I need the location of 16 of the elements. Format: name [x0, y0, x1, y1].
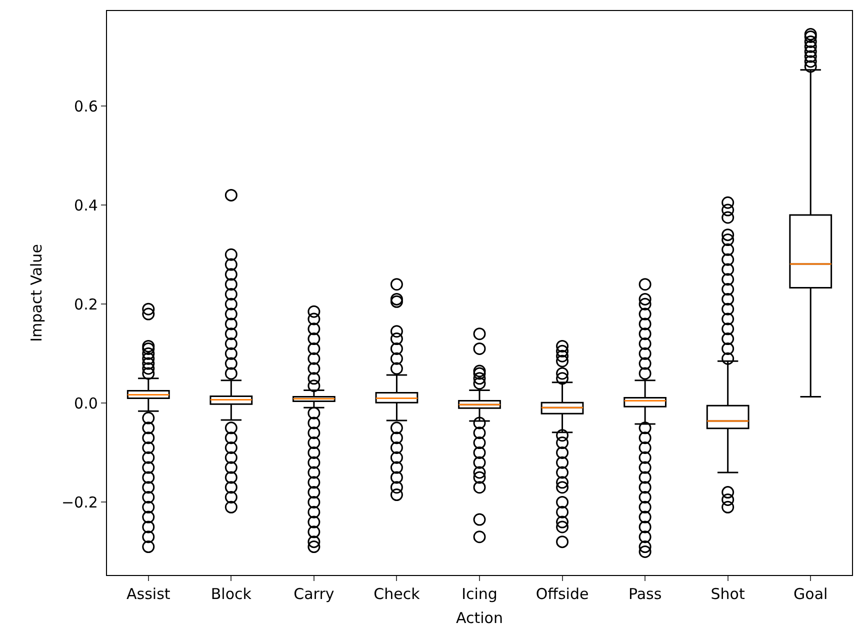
x-tick-label: Offside [536, 585, 589, 604]
y-axis-title: Impact Value [28, 244, 46, 342]
x-tick-label: Assist [126, 585, 170, 604]
x-tick-label: Shot [710, 585, 745, 604]
y-tick-label: 0.4 [74, 196, 98, 214]
x-tick-label: Block [210, 585, 252, 604]
x-tick-label: Icing [462, 585, 498, 604]
x-tick-label: Carry [294, 585, 334, 604]
y-tick-label: 0.6 [74, 97, 98, 116]
x-tick-label: Check [374, 585, 420, 604]
x-tick-label: Goal [794, 585, 828, 604]
x-tick-label: Pass [628, 585, 662, 604]
y-tick-label: 0.2 [74, 295, 98, 314]
y-tick-label: 0.0 [74, 394, 98, 412]
y-tick-label: −0.2 [61, 493, 98, 512]
x-axis-title: Action [456, 609, 503, 628]
